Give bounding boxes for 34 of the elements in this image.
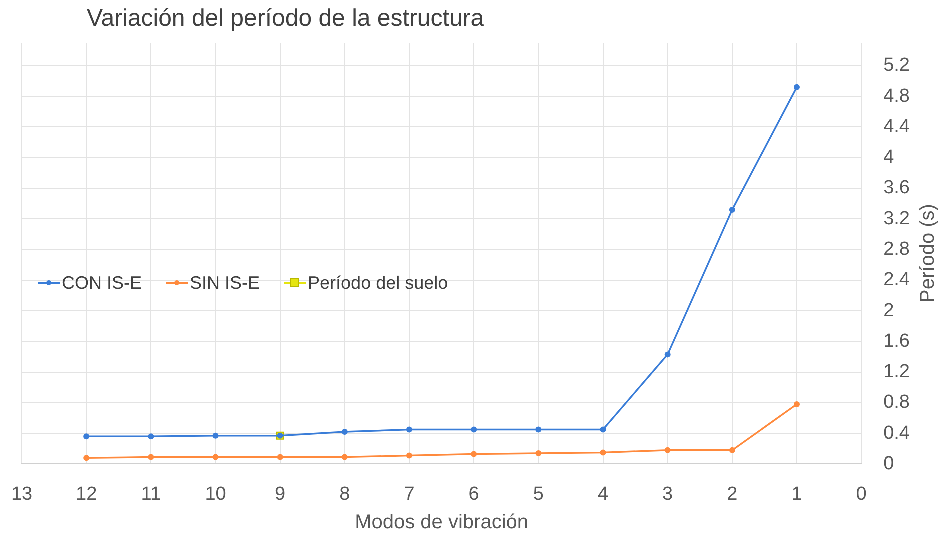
y-tick-label: 1.6 [884,330,910,352]
x-tick-label: 9 [275,484,286,505]
x-tick-label: 0 [856,484,867,505]
y-tick-label: 0.8 [884,392,910,414]
y-tick-label: 2.8 [884,239,910,260]
chart-title: Variación del período de la estructura [87,5,484,33]
x-tick-label: 13 [11,484,33,505]
x-tick-label: 2 [727,484,738,505]
x-tick-label: 6 [468,484,480,505]
x-tick-label: 11 [141,484,162,505]
x-tick-label: 10 [205,484,226,505]
y-axis-title: Período (s) [916,204,940,304]
y-tick-label: 3.6 [884,178,910,199]
y-tick-label: 0.4 [884,422,910,444]
y-tick-label: 5.2 [884,55,910,76]
x-tick-label: 7 [404,484,415,505]
y-tick-label: 4.8 [884,86,910,107]
legend-label: Período del suelo [308,272,448,294]
legend-label: SIN IS-E [190,272,260,294]
legend-label: CON IS-E [62,272,142,294]
y-tick-label: 2.4 [884,270,910,291]
y-tick-label: 3.2 [884,208,910,230]
y-tick-label: 2 [884,300,894,322]
y-tick-label: 4.4 [884,116,910,138]
x-tick-label: 5 [533,484,544,505]
y-tick-label: 1.2 [884,362,910,383]
x-tick-label: 3 [662,484,674,505]
x-axis-title: Modos de vibración [355,512,529,534]
x-tick-label: 1 [792,484,802,505]
x-tick-label: 8 [340,484,350,505]
x-tick-label: 12 [76,484,98,505]
y-tick-label: 4 [884,147,895,168]
x-tick-label: 4 [598,484,609,505]
y-tick-label: 0 [884,453,894,474]
